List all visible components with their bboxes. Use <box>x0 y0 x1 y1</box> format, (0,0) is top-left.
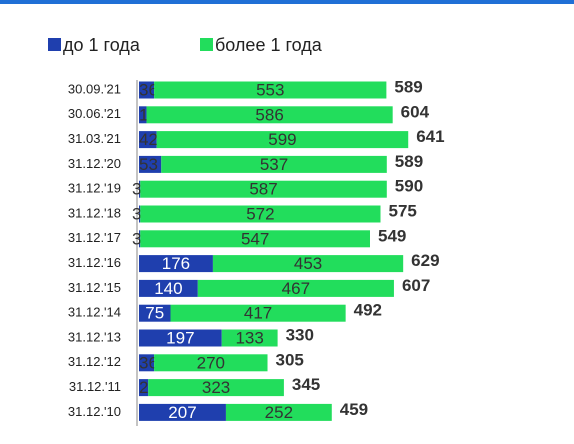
segment-label: 36 <box>139 80 158 99</box>
bar-segment <box>139 279 198 297</box>
category-label: 31.03.'21 <box>68 131 121 146</box>
category-label: 31.12.'16 <box>68 255 121 270</box>
category-label: 31.12.'12 <box>68 354 121 369</box>
bar-segment <box>139 403 226 421</box>
bar-segment <box>139 329 222 347</box>
segment-label: 176 <box>162 254 190 273</box>
total-label: 607 <box>402 276 430 295</box>
segment-label: 270 <box>197 353 225 372</box>
total-label: 589 <box>395 152 423 171</box>
bar-segment <box>139 255 213 273</box>
segment-label: 467 <box>282 279 310 298</box>
bar-segment <box>139 354 155 372</box>
segment-label: 252 <box>265 403 293 422</box>
legend-swatch <box>200 38 213 51</box>
bar-segment <box>139 106 147 124</box>
category-label: 31.12.'10 <box>68 404 121 419</box>
segment-label: 586 <box>255 105 283 124</box>
header-stripe <box>0 0 574 4</box>
segment-label: 572 <box>246 204 274 223</box>
category-label: 31.12.'13 <box>68 329 121 344</box>
bar-segment <box>139 205 141 223</box>
bar-segment <box>161 155 387 173</box>
segment-label: 599 <box>268 130 296 149</box>
total-label: 549 <box>378 226 406 245</box>
category-label: 30.06.'21 <box>68 106 121 121</box>
legend-swatch <box>48 38 61 51</box>
bar-segment <box>148 379 284 397</box>
segment-label: 3 <box>132 229 141 248</box>
bar-segment <box>140 180 387 198</box>
segment-label: 75 <box>145 304 164 323</box>
total-label: 629 <box>411 251 439 270</box>
segment-label: 547 <box>241 229 269 248</box>
total-label: 330 <box>286 325 314 344</box>
segment-label: 207 <box>168 403 196 422</box>
bar-segment <box>139 304 171 322</box>
category-label: 31.12.'14 <box>68 305 121 320</box>
bar-segment <box>225 403 332 421</box>
bar-segment <box>139 379 149 397</box>
category-label: 31.12.'17 <box>68 230 121 245</box>
segment-label: 3 <box>132 204 141 223</box>
bar-segment <box>139 131 157 149</box>
total-label: 589 <box>394 77 422 96</box>
segment-label: 133 <box>235 328 263 347</box>
bar-segment <box>154 354 268 372</box>
legend-label: до 1 года <box>63 35 141 55</box>
bar-segment <box>139 155 162 173</box>
total-label: 492 <box>354 301 382 320</box>
bar-segment <box>139 230 141 248</box>
category-label: 31.12.'20 <box>68 156 121 171</box>
segment-label: 553 <box>256 80 284 99</box>
segment-label: 42 <box>139 130 158 149</box>
category-label: 31.12.'11 <box>69 379 121 394</box>
bar-segment <box>154 81 387 99</box>
bar-segment <box>197 279 394 297</box>
bar-segment <box>221 329 278 347</box>
bar-segment <box>139 180 141 198</box>
total-label: 575 <box>389 201 417 220</box>
segment-label: 197 <box>166 328 194 347</box>
bar-segment <box>146 106 393 124</box>
bar-segment <box>212 255 404 273</box>
bar-segment <box>140 230 370 248</box>
segment-label: 53 <box>139 155 158 174</box>
total-label: 459 <box>340 400 368 419</box>
bar-segment <box>140 205 381 223</box>
segment-label: 140 <box>154 279 182 298</box>
category-label: 31.12.'19 <box>68 181 121 196</box>
total-label: 604 <box>401 102 430 121</box>
total-label: 641 <box>416 127 444 146</box>
category-label: 31.12.'15 <box>68 280 121 295</box>
category-label: 30.09.'21 <box>68 81 121 96</box>
category-label: 31.12.'18 <box>68 205 121 220</box>
segment-label: 537 <box>260 155 288 174</box>
bar-segment <box>156 131 409 149</box>
bar-segment <box>170 304 346 322</box>
bar-segment <box>139 81 155 99</box>
segment-label: 36 <box>139 353 158 372</box>
total-label: 345 <box>292 375 320 394</box>
legend-label: более 1 года <box>215 35 323 55</box>
segment-label: 3 <box>132 180 141 199</box>
segment-label: 587 <box>249 180 277 199</box>
segment-label: 417 <box>244 304 272 323</box>
total-label: 590 <box>395 177 423 196</box>
total-label: 305 <box>276 350 304 369</box>
segment-label: 323 <box>202 378 230 397</box>
segment-label: 453 <box>294 254 322 273</box>
